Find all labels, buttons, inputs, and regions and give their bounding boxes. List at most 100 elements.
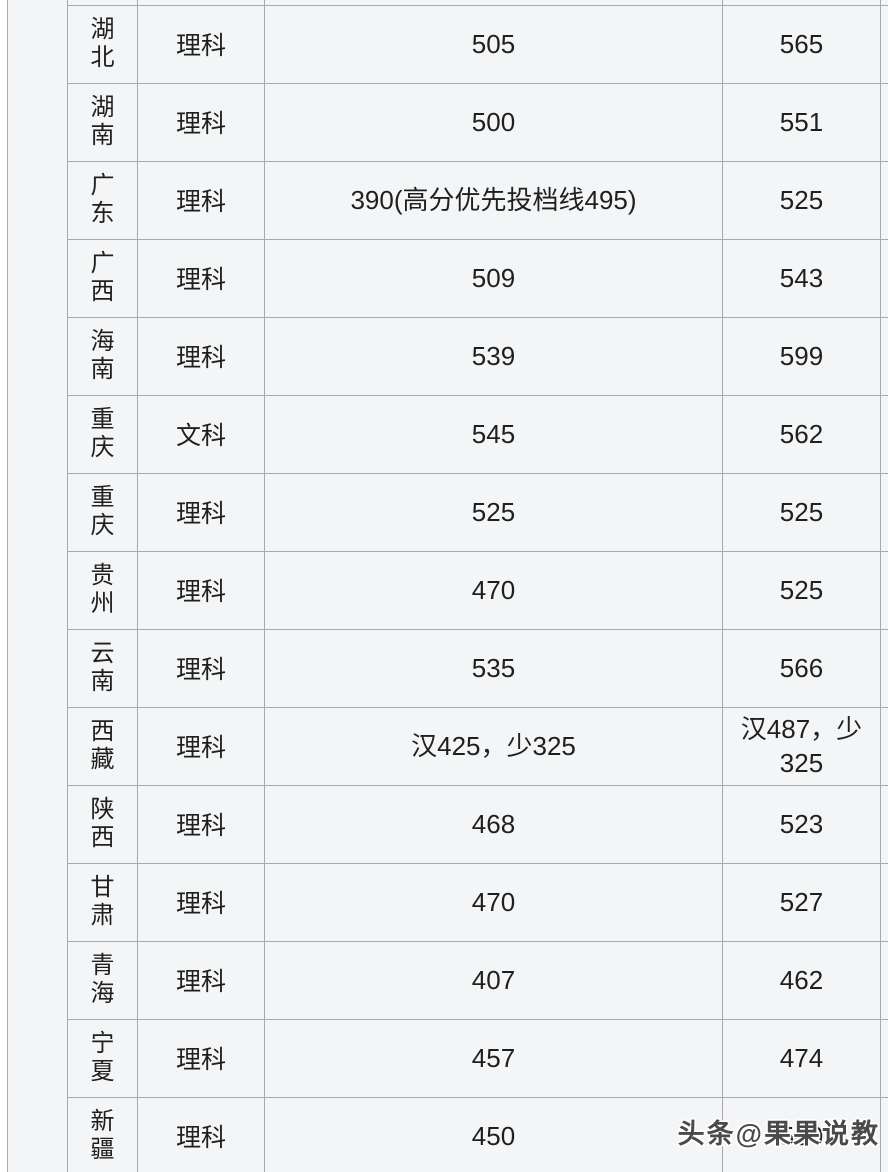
score-line-cell: 525: [264, 472, 723, 552]
min-score-cell: 525: [722, 472, 881, 552]
edge-cell: [880, 472, 888, 552]
score-line-cell: 535: [264, 628, 723, 708]
table-row: 重庆 理科 525 525: [8, 472, 888, 552]
category-cell: 理科: [137, 940, 265, 1020]
score-line-cell: 539: [264, 316, 723, 396]
min-score-cell: 525: [722, 160, 881, 240]
province-cell: 宁夏: [67, 1018, 138, 1098]
edge-cell: [880, 1018, 888, 1098]
province-cell: 重庆: [67, 394, 138, 474]
table-row: 重庆 文科 545 562: [8, 394, 888, 474]
category-cell: 文科: [137, 394, 265, 474]
province-label: 广东: [90, 172, 115, 227]
table-left-merged-cell: [7, 0, 68, 1172]
edge-cell: [880, 550, 888, 630]
province-label: 贵州: [90, 562, 115, 617]
category-cell: 理科: [137, 238, 265, 318]
edge-cell: [880, 628, 888, 708]
min-score-cell: 562: [722, 394, 881, 474]
min-score-cell: 525: [722, 550, 881, 630]
edge-cell: [880, 4, 888, 84]
category-cell: 理科: [137, 4, 265, 84]
score-line-cell: 509: [264, 238, 723, 318]
province-label: 重庆: [90, 484, 115, 539]
category-cell: 理科: [137, 160, 265, 240]
admission-scores-table: 湖北 理科 505 565 湖南 理科 500 551 广东 理科 390(高分…: [7, 0, 888, 1172]
category-cell: 理科: [137, 706, 265, 786]
edge-cell: [880, 940, 888, 1020]
province-label: 陕西: [90, 796, 115, 851]
table-row: 甘肃 理科 470 527: [8, 862, 888, 942]
province-label: 宁夏: [90, 1030, 115, 1085]
province-cell: 西藏: [67, 706, 138, 786]
category-cell: 理科: [137, 316, 265, 396]
province-cell: 湖南: [67, 82, 138, 162]
min-score-cell: 543: [722, 238, 881, 318]
table-row: 青海 理科 407 462: [8, 940, 888, 1020]
score-line-cell: 457: [264, 1018, 723, 1098]
min-score-cell: 462: [722, 940, 881, 1020]
table-row: 广东 理科 390(高分优先投档线495) 525: [8, 160, 888, 240]
min-score-cell: 523: [722, 784, 881, 864]
category-cell: 理科: [137, 628, 265, 708]
edge-cell: [880, 394, 888, 474]
edge-cell: [880, 706, 888, 786]
edge-cell: [880, 238, 888, 318]
province-cell: 青海: [67, 940, 138, 1020]
score-line-cell: 汉425，少325: [264, 706, 723, 786]
province-cell: 广东: [67, 160, 138, 240]
category-cell: 理科: [137, 1018, 265, 1098]
province-label: 青海: [90, 952, 115, 1007]
province-label: 甘肃: [90, 874, 115, 929]
table-row: 湖北 理科 505 565: [8, 4, 888, 84]
province-label: 重庆: [90, 406, 115, 461]
province-label: 西藏: [90, 718, 115, 773]
category-cell: 理科: [137, 862, 265, 942]
min-score-cell: 599: [722, 316, 881, 396]
province-label: 云南: [90, 640, 115, 695]
score-line-cell: 470: [264, 862, 723, 942]
edge-cell: [880, 160, 888, 240]
province-cell: 重庆: [67, 472, 138, 552]
score-line-cell: 407: [264, 940, 723, 1020]
toutiao-watermark: 头条@果果说教: [677, 1119, 880, 1149]
category-cell: 理科: [137, 550, 265, 630]
min-score-cell: 474: [722, 1018, 881, 1098]
province-label: 新疆: [90, 1108, 115, 1163]
score-line-cell: 390(高分优先投档线495): [264, 160, 723, 240]
table-row: 海南 理科 539 599: [8, 316, 888, 396]
table-row: 贵州 理科 470 525: [8, 550, 888, 630]
province-label: 湖北: [90, 16, 115, 71]
province-label: 海南: [90, 328, 115, 383]
category-cell: 理科: [137, 784, 265, 864]
province-cell: 甘肃: [67, 862, 138, 942]
score-line-cell: 500: [264, 82, 723, 162]
score-line-cell: 450: [264, 1096, 723, 1172]
province-cell: 贵州: [67, 550, 138, 630]
min-score-cell: 566: [722, 628, 881, 708]
table-row: 西藏 理科 汉425，少325 汉487，少325: [8, 706, 888, 786]
edge-cell: [880, 1096, 888, 1172]
min-score-cell: 527: [722, 862, 881, 942]
table-row: 湖南 理科 500 551: [8, 82, 888, 162]
table-row: 陕西 理科 468 523: [8, 784, 888, 864]
edge-cell: [880, 862, 888, 942]
score-line-cell: 468: [264, 784, 723, 864]
score-line-cell: 505: [264, 4, 723, 84]
province-cell: 广西: [67, 238, 138, 318]
province-cell: 陕西: [67, 784, 138, 864]
min-score-cell: 551: [722, 82, 881, 162]
province-cell: 海南: [67, 316, 138, 396]
table-row: 新疆 理科 450 500: [8, 1096, 888, 1172]
edge-cell: [880, 784, 888, 864]
edge-cell: [880, 316, 888, 396]
min-score-cell: 565: [722, 4, 881, 84]
category-cell: 理科: [137, 1096, 265, 1172]
province-cell: 新疆: [67, 1096, 138, 1172]
category-cell: 理科: [137, 82, 265, 162]
province-cell: 云南: [67, 628, 138, 708]
table-row: 云南 理科 535 566: [8, 628, 888, 708]
table-row: 广西 理科 509 543: [8, 238, 888, 318]
min-score-cell: 汉487，少325: [722, 706, 881, 786]
